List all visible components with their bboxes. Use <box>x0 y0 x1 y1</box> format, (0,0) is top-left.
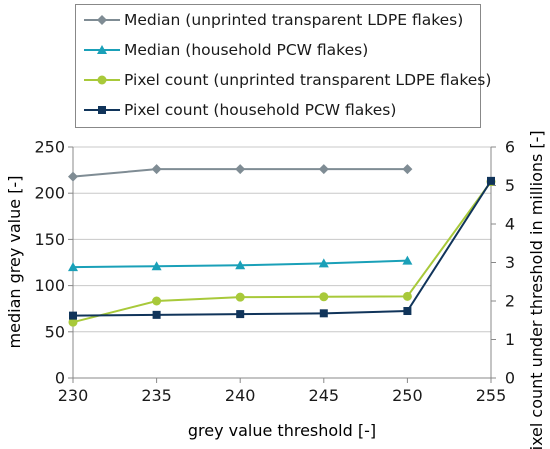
data-point <box>236 310 245 319</box>
x-axis-title: grey value threshold [-] <box>188 421 376 440</box>
left-y-tick-label: 250 <box>34 138 65 157</box>
left-y-tick-label: 100 <box>34 276 65 295</box>
legend-swatch <box>84 15 120 25</box>
data-point <box>318 258 329 268</box>
left-y-tick-label: 50 <box>45 322 65 341</box>
data-point <box>319 309 328 318</box>
series-median-household-pcw-flakes <box>68 255 413 272</box>
legend-item-median-ldpe: Median (unprinted transparent LDPE flake… <box>84 9 463 31</box>
legend-label: Pixel count (unprinted transparent LDPE … <box>124 71 492 89</box>
legend-item-pixel-count-pcw: Pixel count (household PCW flakes) <box>84 99 396 121</box>
data-point <box>152 296 162 306</box>
data-point <box>403 307 412 316</box>
series-pixel-count-household-pcw-flakes <box>69 176 495 320</box>
right-y-tick-label: 3 <box>505 253 515 272</box>
legend: Median (unprinted transparent LDPE flake… <box>75 4 491 128</box>
series-line <box>72 180 492 317</box>
data-point <box>235 164 246 175</box>
right-y-tick-label: 4 <box>505 215 515 234</box>
legend-label: Median (household PCW flakes) <box>124 41 369 59</box>
data-point <box>151 261 162 271</box>
data-point <box>319 292 329 302</box>
data-point <box>235 260 246 270</box>
legend-swatch <box>84 106 120 114</box>
data-point <box>68 262 78 272</box>
series-pixel-count-unprinted-transparent-ldpe-flakes <box>68 177 496 327</box>
data-point <box>68 171 78 182</box>
x-tick-label: 235 <box>141 386 172 405</box>
right-y-tick-label: 1 <box>505 330 515 349</box>
grid-lines <box>73 146 491 379</box>
x-tick-label: 255 <box>476 386 507 405</box>
right-y-tick-label: 2 <box>505 292 515 311</box>
data-point <box>402 255 413 265</box>
legend-item-pixel-count-ldpe: Pixel count (unprinted transparent LDPE … <box>84 69 491 91</box>
left-y-tick-label: 0 <box>55 369 65 388</box>
legend-swatch <box>84 75 120 85</box>
data-point <box>69 311 77 320</box>
right-y-tick-label: 5 <box>505 176 515 195</box>
series-layer <box>68 164 496 327</box>
data-point <box>151 164 162 175</box>
right-y-tick-label: 6 <box>505 138 515 157</box>
legend-swatch <box>84 45 120 54</box>
data-point <box>402 291 412 301</box>
data-point <box>487 176 495 185</box>
data-point <box>402 164 413 175</box>
data-point <box>318 164 329 175</box>
legend-label: Median (unprinted transparent LDPE flake… <box>124 11 464 29</box>
series-line <box>72 181 492 324</box>
data-point <box>235 292 245 302</box>
right-y-tick-label: 0 <box>505 369 515 388</box>
series-median-unprinted-transparent-ldpe-flakes <box>68 164 413 182</box>
left-y-axis-title: median grey value [-] <box>5 176 24 349</box>
legend-item-median-pcw: Median (household PCW flakes) <box>84 39 368 61</box>
x-tick-label: 250 <box>392 386 423 405</box>
x-tick-label: 240 <box>225 386 256 405</box>
legend-label: Pixel count (household PCW flakes) <box>124 101 397 119</box>
data-point <box>68 317 78 327</box>
left-y-tick-label: 150 <box>34 230 65 249</box>
x-tick-label: 245 <box>309 386 340 405</box>
left-y-tick-label: 200 <box>34 184 65 203</box>
data-point <box>152 310 161 319</box>
right-y-axis-title: Pixel count under threshold in millions … <box>527 130 546 449</box>
x-tick-label: 230 <box>58 386 89 405</box>
